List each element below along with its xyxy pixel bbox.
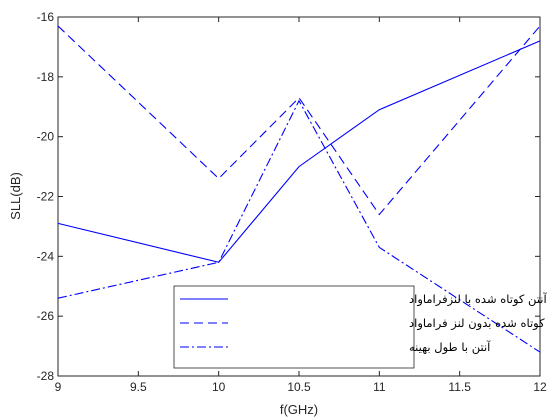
series-line-3 [57,99,541,353]
y-tick-label: -20 [37,130,55,144]
x-tick-label: 10 [212,380,226,394]
x-tick-label: 11 [373,380,386,394]
y-tick-label: -24 [37,249,55,263]
series-layer [57,25,541,353]
x-ticks: 9 9.5 10 10.5 11 11.5 12 [55,17,547,394]
x-tick-label: 12 [533,380,547,394]
x-tick-label: 10.5 [287,380,311,394]
x-tick-label: 9 [55,380,62,394]
y-tick-label: -26 [37,309,55,323]
legend: آنتن کوتاه شده با لنزفراماواد آنتن کوتاه … [173,285,547,369]
legend-label-3: آنتن با طول بهینه [409,340,491,355]
y-tick-label: -22 [37,190,55,204]
x-axis-label: f(GHz) [280,402,318,417]
y-tick-label: -28 [37,369,55,383]
y-axis-label: SLL(dB) [8,172,23,220]
legend-label-2: آنتن کوتاه شده بدون لنز فراماواد [409,316,547,331]
legend-label-1: آنتن کوتاه شده با لنزفراماواد [409,292,547,307]
legend-box [173,285,415,369]
y-tick-label: -18 [37,70,55,84]
x-tick-label: 11.5 [448,380,471,394]
y-ticks: -28 -26 -24 -22 -20 -18 -16 [37,10,540,383]
series-line-2 [57,25,541,216]
series-line-1 [57,40,541,263]
x-tick-label: 9.5 [130,380,147,394]
y-tick-label: -16 [37,10,55,24]
